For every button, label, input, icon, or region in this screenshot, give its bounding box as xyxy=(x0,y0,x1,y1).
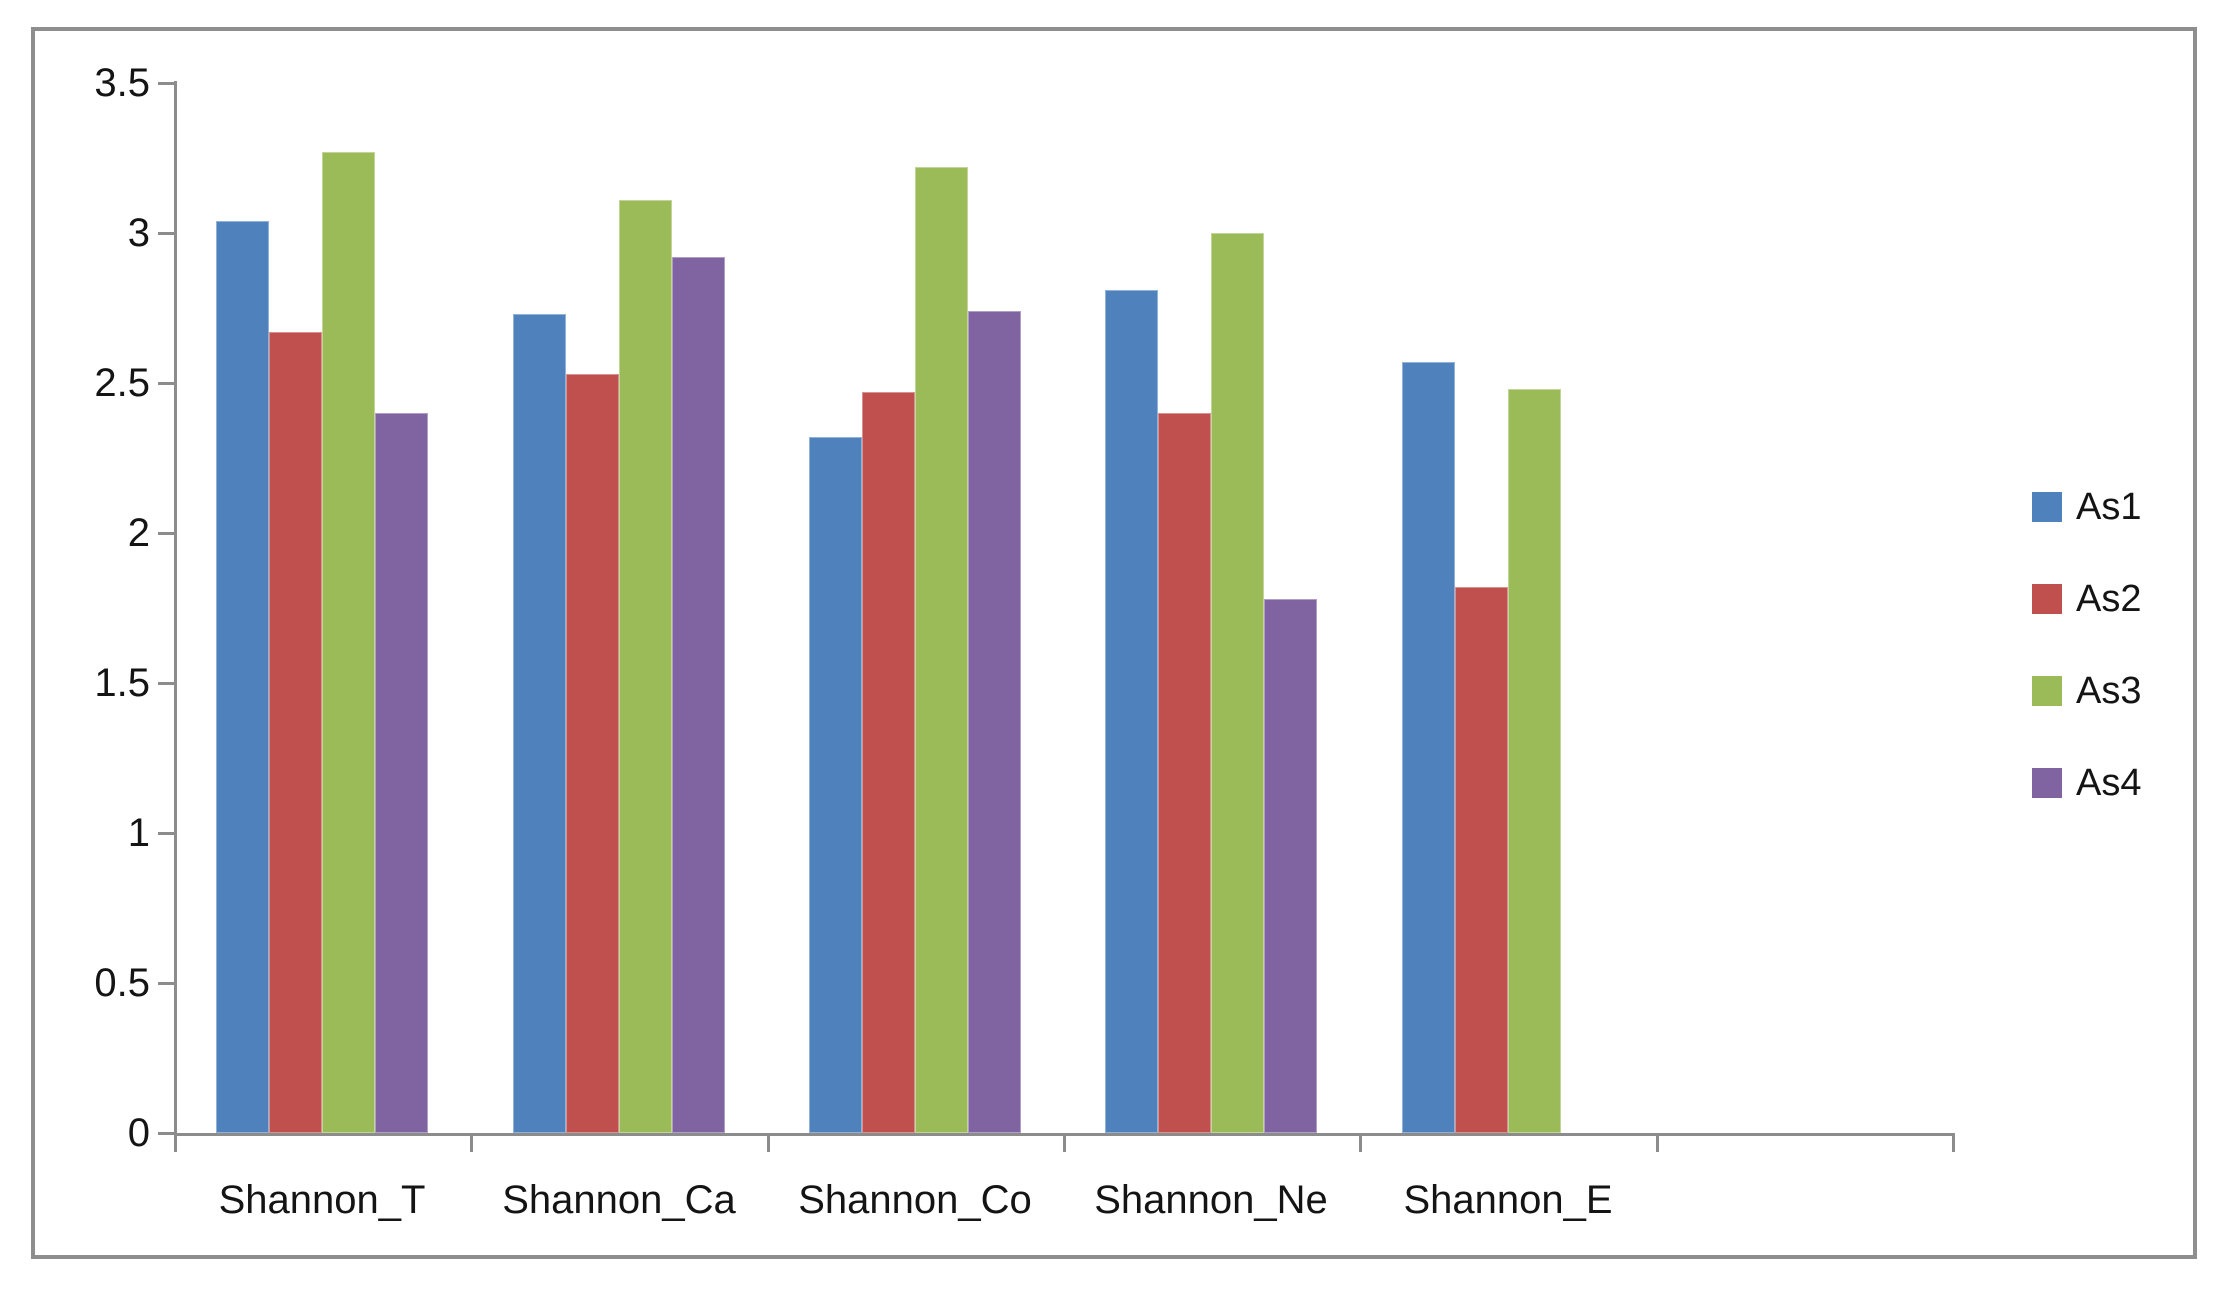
y-tick-label: 2.5 xyxy=(94,361,150,405)
bar-as3-shannon_ne xyxy=(1211,233,1264,1133)
y-tick-label: 1 xyxy=(127,811,150,855)
x-category-label: Shannon_Ne xyxy=(1094,1178,1328,1222)
x-category-label: Shannon_T xyxy=(218,1178,426,1222)
y-tick-label: 2 xyxy=(127,511,150,555)
bar-as3-shannon_ca xyxy=(619,200,672,1133)
y-tick xyxy=(158,232,174,235)
y-tick xyxy=(158,382,174,385)
y-tick-label: 3.5 xyxy=(94,61,150,105)
bar-as4-shannon_ne xyxy=(1264,599,1317,1133)
legend-swatch-icon xyxy=(2032,584,2062,614)
bar-as2-shannon_ca xyxy=(566,374,619,1133)
bar-as4-shannon_ca xyxy=(672,257,725,1133)
x-tick xyxy=(1359,1133,1363,1152)
bar-as3-shannon_e xyxy=(1508,389,1561,1133)
legend-item-as2: As2 xyxy=(2032,553,2202,645)
y-tick-label: 0.5 xyxy=(94,961,150,1005)
legend-item-as4: As4 xyxy=(2032,737,2202,829)
x-tick xyxy=(174,1133,177,1152)
x-tick xyxy=(1655,1133,1659,1152)
x-category-label: Shannon_Co xyxy=(798,1178,1032,1222)
x-tick xyxy=(1952,1133,1955,1152)
y-axis-line xyxy=(174,81,177,1136)
legend-label: As2 xyxy=(2076,578,2142,620)
legend-item-as3: As3 xyxy=(2032,645,2202,737)
y-tick xyxy=(158,1132,174,1135)
y-tick-label: 1.5 xyxy=(94,661,150,705)
bar-as2-shannon_e xyxy=(1455,587,1508,1133)
legend-item-as1: As1 xyxy=(2032,461,2202,553)
y-tick xyxy=(158,832,174,835)
bar-as1-shannon_e xyxy=(1402,362,1455,1133)
x-tick xyxy=(766,1133,770,1152)
legend-swatch-icon xyxy=(2032,768,2062,798)
bar-as2-shannon_ne xyxy=(1158,413,1211,1133)
bar-as2-shannon_t xyxy=(269,332,322,1133)
legend-swatch-icon xyxy=(2032,492,2062,522)
y-tick-label: 0 xyxy=(127,1111,150,1155)
x-tick xyxy=(1063,1133,1066,1152)
y-tick xyxy=(158,532,174,535)
legend: As1 As2 As3 As4 xyxy=(2032,461,2202,829)
y-tick xyxy=(158,982,174,985)
bar-as4-shannon_t xyxy=(375,413,428,1133)
bar-as3-shannon_co xyxy=(915,167,968,1133)
legend-swatch-icon xyxy=(2032,676,2062,706)
bar-as3-shannon_t xyxy=(322,152,375,1133)
y-tick xyxy=(158,682,174,685)
legend-label: As4 xyxy=(2076,762,2142,804)
x-tick xyxy=(470,1133,474,1152)
legend-label: As1 xyxy=(2076,486,2142,528)
bar-as1-shannon_co xyxy=(809,437,862,1133)
bar-as2-shannon_co xyxy=(862,392,915,1133)
bar-as1-shannon_ne xyxy=(1105,290,1158,1133)
y-tick xyxy=(158,82,174,85)
legend-label: As3 xyxy=(2076,670,2142,712)
bar-as4-shannon_co xyxy=(968,311,1021,1133)
bar-as1-shannon_t xyxy=(216,221,269,1133)
y-tick-label: 3 xyxy=(127,211,150,255)
bar-as1-shannon_ca xyxy=(513,314,566,1133)
x-category-label: Shannon_E xyxy=(1403,1178,1613,1222)
x-category-label: Shannon_Ca xyxy=(502,1178,736,1222)
